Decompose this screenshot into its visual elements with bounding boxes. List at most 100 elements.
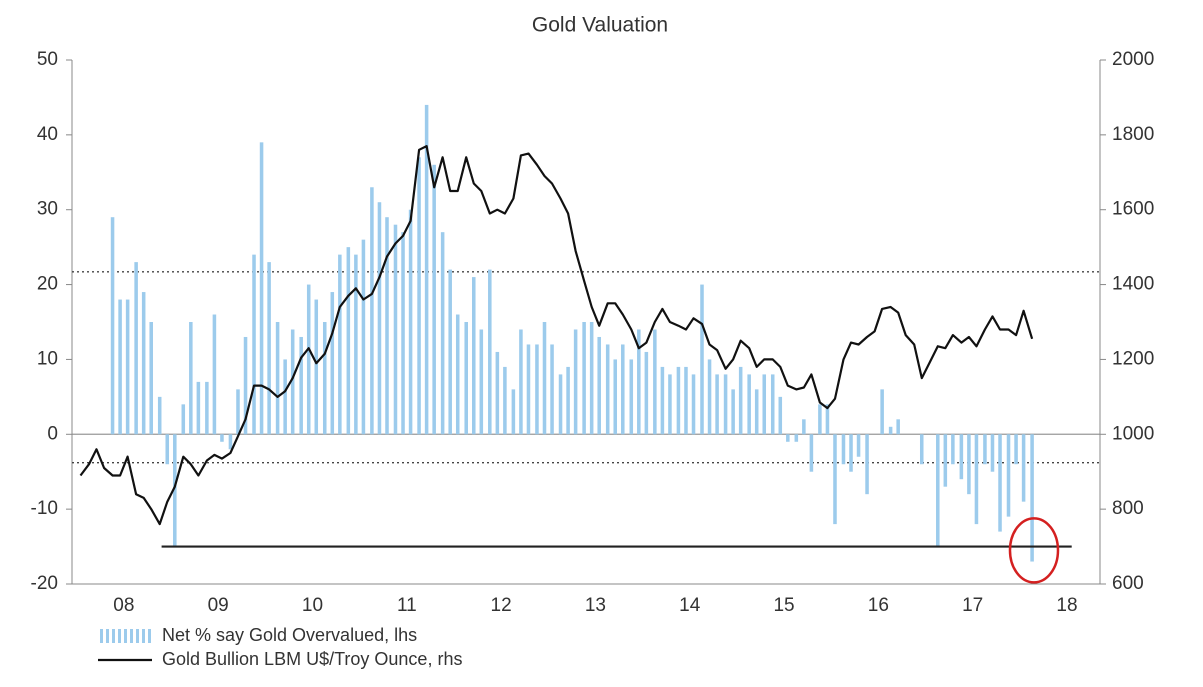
bar bbox=[865, 434, 869, 495]
bar bbox=[856, 434, 861, 457]
bar bbox=[644, 351, 649, 435]
bar bbox=[550, 344, 554, 435]
bar bbox=[495, 351, 500, 435]
bar bbox=[220, 434, 224, 442]
bar bbox=[998, 434, 1002, 532]
x-tick-label: 15 bbox=[773, 595, 794, 616]
bar bbox=[849, 434, 853, 472]
y-tick-label: 50 bbox=[37, 49, 58, 70]
x-tick-label: 08 bbox=[113, 595, 134, 616]
bar bbox=[684, 366, 688, 435]
legend-swatch bbox=[118, 629, 121, 643]
bar bbox=[597, 336, 601, 435]
x-tick-label: 12 bbox=[491, 595, 512, 616]
bar bbox=[322, 322, 327, 435]
x-tick-label: 14 bbox=[679, 595, 701, 616]
y2-tick-label: 1200 bbox=[1112, 348, 1154, 369]
bar bbox=[157, 396, 162, 435]
bar bbox=[424, 104, 429, 435]
bar bbox=[267, 262, 271, 435]
bar bbox=[377, 202, 382, 435]
y-tick-label: 0 bbox=[47, 423, 58, 444]
legend-swatch bbox=[112, 629, 115, 643]
bar bbox=[936, 434, 940, 547]
bar bbox=[455, 314, 460, 435]
legend-label: Net % say Gold Overvalued, lhs bbox=[162, 625, 417, 645]
x-tick-label: 16 bbox=[868, 595, 889, 616]
legend-label: Gold Bullion LBM U$/Troy Ounce, rhs bbox=[162, 649, 462, 669]
y2-tick-label: 1000 bbox=[1112, 423, 1154, 444]
bar bbox=[794, 434, 799, 442]
bar bbox=[691, 374, 696, 435]
bar bbox=[141, 292, 146, 435]
bar bbox=[173, 434, 177, 547]
legend-swatch bbox=[100, 629, 103, 643]
y-tick-label: -20 bbox=[31, 573, 58, 594]
bar bbox=[165, 434, 170, 465]
bar bbox=[967, 434, 971, 495]
bar bbox=[205, 381, 209, 435]
y2-tick-label: 600 bbox=[1112, 573, 1144, 594]
legend-swatch bbox=[106, 629, 109, 643]
bar bbox=[818, 404, 822, 435]
bar bbox=[778, 396, 783, 435]
bar bbox=[700, 284, 704, 435]
bar bbox=[653, 329, 657, 435]
bar bbox=[228, 434, 233, 450]
y-tick-label: -10 bbox=[31, 498, 58, 519]
bar bbox=[479, 329, 484, 435]
bar bbox=[990, 434, 995, 472]
bar bbox=[346, 247, 351, 435]
x-tick-label: 11 bbox=[397, 595, 417, 616]
chart-title: Gold Valuation bbox=[532, 14, 668, 37]
bar bbox=[762, 374, 767, 435]
bar bbox=[181, 404, 186, 435]
bar bbox=[196, 381, 201, 435]
bar bbox=[149, 322, 153, 435]
bar bbox=[888, 426, 893, 435]
bar bbox=[1030, 434, 1034, 562]
bar bbox=[259, 142, 264, 435]
legend-item: Gold Bullion LBM U$/Troy Ounce, rhs bbox=[98, 649, 462, 669]
bar bbox=[723, 374, 728, 435]
bar bbox=[558, 374, 563, 435]
bar bbox=[629, 359, 634, 435]
bar bbox=[880, 389, 884, 435]
bar bbox=[676, 366, 681, 435]
bar bbox=[314, 299, 319, 435]
legend-swatch bbox=[142, 629, 145, 643]
legend-swatch bbox=[124, 629, 127, 643]
bar bbox=[275, 322, 280, 435]
bar bbox=[330, 292, 335, 435]
bar bbox=[566, 366, 570, 435]
bar bbox=[613, 359, 618, 435]
bar bbox=[408, 209, 413, 435]
y2-tick-label: 2000 bbox=[1112, 49, 1154, 70]
y2-tick-label: 800 bbox=[1112, 498, 1144, 519]
bar bbox=[125, 299, 130, 435]
bar bbox=[243, 336, 248, 435]
bar bbox=[786, 434, 790, 442]
y-tick-label: 40 bbox=[37, 124, 58, 145]
bar bbox=[511, 389, 516, 435]
bar bbox=[393, 224, 398, 435]
bar bbox=[738, 366, 743, 435]
bar bbox=[503, 366, 507, 435]
legend-swatch bbox=[130, 629, 133, 643]
bar bbox=[983, 434, 987, 465]
bar bbox=[535, 344, 539, 435]
bar bbox=[825, 404, 830, 435]
y2-tick-label: 1400 bbox=[1112, 274, 1154, 295]
bar bbox=[747, 374, 751, 435]
bar bbox=[637, 329, 641, 435]
bar bbox=[542, 322, 547, 435]
bar bbox=[919, 434, 924, 465]
bar bbox=[354, 254, 358, 435]
x-tick-label: 17 bbox=[962, 595, 983, 616]
y-tick-label: 10 bbox=[37, 348, 58, 369]
y-tick-label: 20 bbox=[37, 274, 58, 295]
bar bbox=[1014, 434, 1018, 465]
bar bbox=[668, 374, 672, 435]
